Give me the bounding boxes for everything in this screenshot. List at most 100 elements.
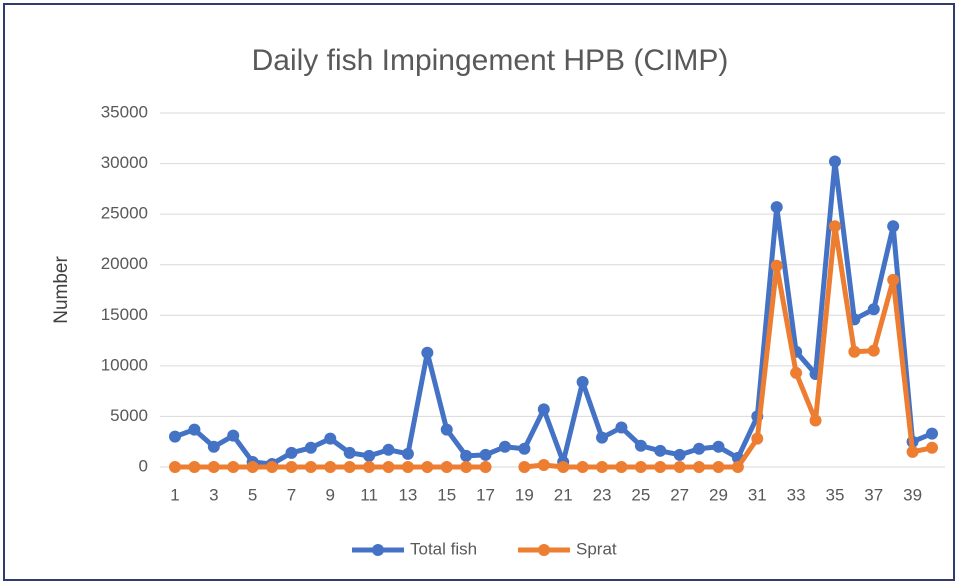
x-tick-label: 11 [360, 485, 378, 504]
data-point [615, 421, 628, 434]
data-point [421, 461, 434, 473]
data-point [926, 441, 938, 454]
legend-label: Sprat [576, 539, 617, 558]
data-point [440, 423, 453, 436]
x-tick-label: 19 [515, 485, 534, 504]
data-point [693, 442, 706, 455]
data-point [634, 461, 647, 473]
data-point [363, 449, 376, 462]
series-line [524, 223, 933, 470]
data-point [673, 461, 686, 473]
y-tick-label: 15000 [101, 305, 148, 324]
data-point [634, 439, 647, 452]
data-point [343, 461, 356, 473]
data-point [285, 461, 298, 473]
data-point [188, 461, 201, 473]
data-point [479, 461, 492, 473]
data-point [227, 429, 240, 442]
data-point [460, 461, 473, 473]
series-line [174, 159, 933, 467]
x-tick-label: 21 [554, 485, 573, 504]
data-point [382, 461, 395, 473]
data-point [246, 461, 259, 473]
data-point [460, 449, 473, 462]
data-point [809, 414, 822, 427]
y-tick-label: 30000 [101, 153, 148, 172]
data-point [537, 458, 550, 471]
data-point [887, 220, 900, 233]
data-point [266, 461, 279, 473]
y-tick-label: 35000 [101, 102, 148, 121]
data-point [207, 440, 220, 453]
data-point [673, 448, 686, 461]
data-point [828, 155, 841, 168]
x-tick-label: 5 [248, 485, 257, 504]
y-tick-label: 5000 [110, 406, 148, 425]
x-tick-label: 9 [326, 485, 335, 504]
data-point [693, 461, 706, 473]
data-point [518, 442, 531, 455]
data-point [285, 446, 298, 459]
data-point [557, 461, 570, 473]
legend-label: Total fish [410, 539, 477, 558]
legend-marker [372, 544, 384, 556]
data-point [227, 461, 240, 473]
data-point [207, 461, 220, 473]
legend-marker [538, 544, 550, 556]
x-tick-label: 27 [670, 485, 689, 504]
x-tick-label: 33 [787, 485, 806, 504]
data-point [926, 427, 938, 440]
data-point [518, 461, 531, 473]
data-point [576, 376, 589, 389]
data-point [770, 201, 783, 214]
x-tick-label: 3 [209, 485, 218, 504]
chart-title: Daily fish Impingement HPB (CIMP) [252, 44, 729, 77]
data-point [382, 443, 395, 456]
data-point [848, 345, 861, 358]
data-point [596, 461, 609, 473]
data-point [770, 259, 783, 272]
data-point [576, 461, 589, 473]
data-point [304, 441, 317, 454]
x-tick-label: 7 [287, 485, 296, 504]
data-point [828, 220, 841, 233]
data-point [498, 440, 511, 453]
data-point [343, 446, 356, 459]
data-point [401, 461, 414, 473]
data-point [537, 403, 550, 416]
x-tick-label: 37 [864, 485, 883, 504]
data-point [304, 461, 317, 473]
x-tick-label: 25 [631, 485, 650, 504]
data-point [479, 448, 492, 461]
data-point [401, 447, 414, 460]
data-point [363, 461, 376, 473]
data-point [867, 303, 880, 316]
data-point [654, 444, 667, 457]
data-point [596, 431, 609, 444]
x-tick-label: 23 [593, 485, 612, 504]
data-point [324, 432, 337, 445]
x-tick-label: 35 [825, 485, 844, 504]
data-point [867, 344, 880, 357]
data-point [906, 445, 919, 458]
y-tick-label: 0 [139, 456, 148, 475]
x-tick-label: 1 [170, 485, 179, 504]
data-point [324, 461, 337, 473]
x-tick-label: 17 [476, 485, 495, 504]
x-tick-label: 39 [903, 485, 922, 504]
data-point [731, 461, 744, 473]
data-point [654, 461, 667, 473]
data-point [440, 461, 453, 473]
chart-border [3, 3, 955, 581]
data-point [169, 461, 181, 473]
data-point [169, 430, 181, 443]
data-point [887, 273, 900, 286]
data-point [712, 461, 725, 473]
x-tick-label: 29 [709, 485, 728, 504]
x-tick-label: 31 [748, 485, 767, 504]
data-point [188, 423, 201, 436]
y-tick-label: 25000 [101, 204, 148, 223]
y-tick-label: 10000 [101, 355, 148, 374]
data-point [615, 461, 628, 473]
